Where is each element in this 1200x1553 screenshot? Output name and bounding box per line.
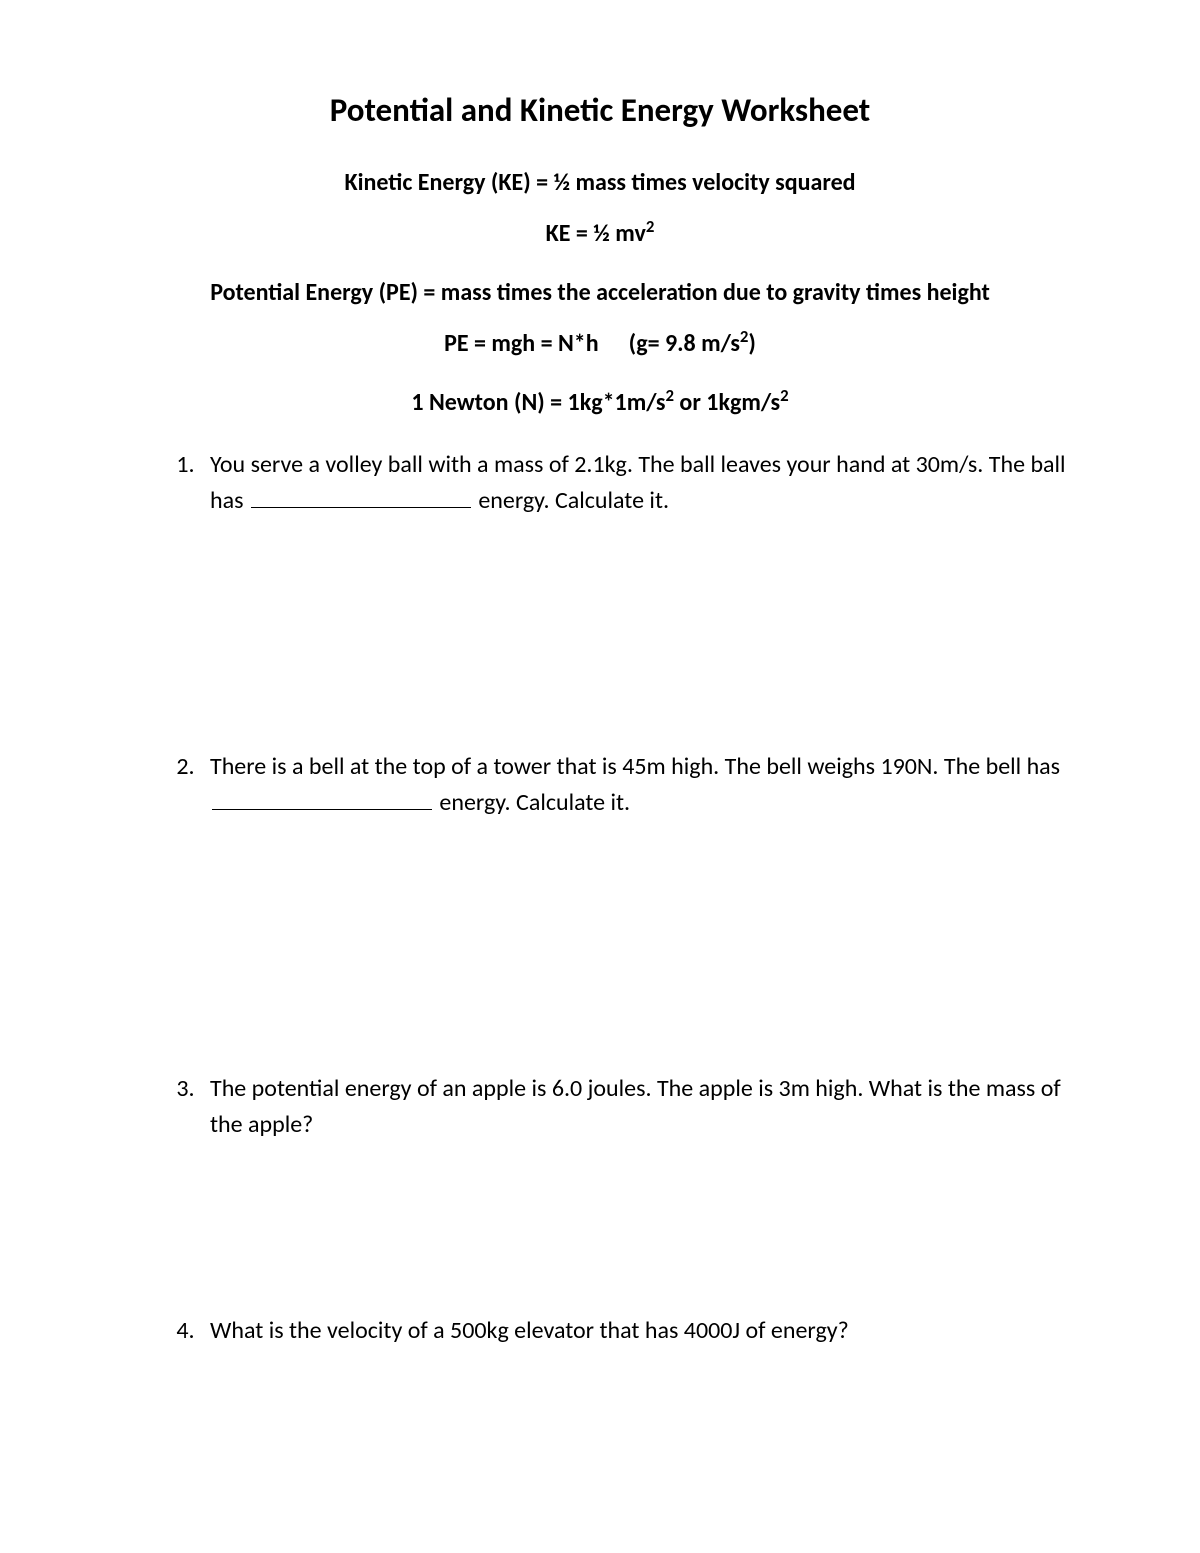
question-4: What is the velocity of a 500kg elevator… [200,1313,1070,1349]
page-title: Potential and Kinetic Energy Worksheet [130,90,1070,130]
newton-prefix: 1 Newton (N) = 1kg*1m/s [411,388,665,417]
q4-text: What is the velocity of a 500kg elevator… [210,1316,849,1345]
question-list: You serve a volley ball with a mass of 2… [130,447,1070,1349]
newton-sup2: 2 [780,385,789,406]
q1-blank [251,507,471,508]
newton-formula: 1 Newton (N) = 1kg*1m/s2 or 1kgm/s2 [130,388,1070,417]
q2-text-a: There is a bell at the top of a tower th… [210,752,1060,781]
pe-formula-g-prefix: (g= 9.8 m/s [629,329,740,358]
question-3: The potential energy of an apple is 6.0 … [200,1071,1070,1143]
pe-formula-left: PE = mgh = N*h [444,329,599,358]
ke-formula-sup: 2 [646,216,655,237]
ke-formula-text: KE = ½ mv [546,219,646,248]
q2-blank [212,809,432,810]
question-1: You serve a volley ball with a mass of 2… [200,447,1070,519]
newton-mid: or 1kgm/s [674,388,780,417]
pe-definition: Potential Energy (PE) = mass times the a… [130,278,1070,307]
pe-formula-g-suffix: ) [748,329,755,358]
newton-sup1: 2 [665,385,674,406]
question-2: There is a bell at the top of a tower th… [200,749,1070,821]
q1-text-b: energy. Calculate it. [473,486,669,515]
q3-text: The potential energy of an apple is 6.0 … [210,1074,1061,1139]
q2-text-b: energy. Calculate it. [434,788,630,817]
ke-definition: Kinetic Energy (KE) = ½ mass times veloc… [130,168,1070,197]
pe-formula: PE = mgh = N*h(g= 9.8 m/s2) [130,329,1070,358]
ke-formula: KE = ½ mv2 [130,219,1070,248]
